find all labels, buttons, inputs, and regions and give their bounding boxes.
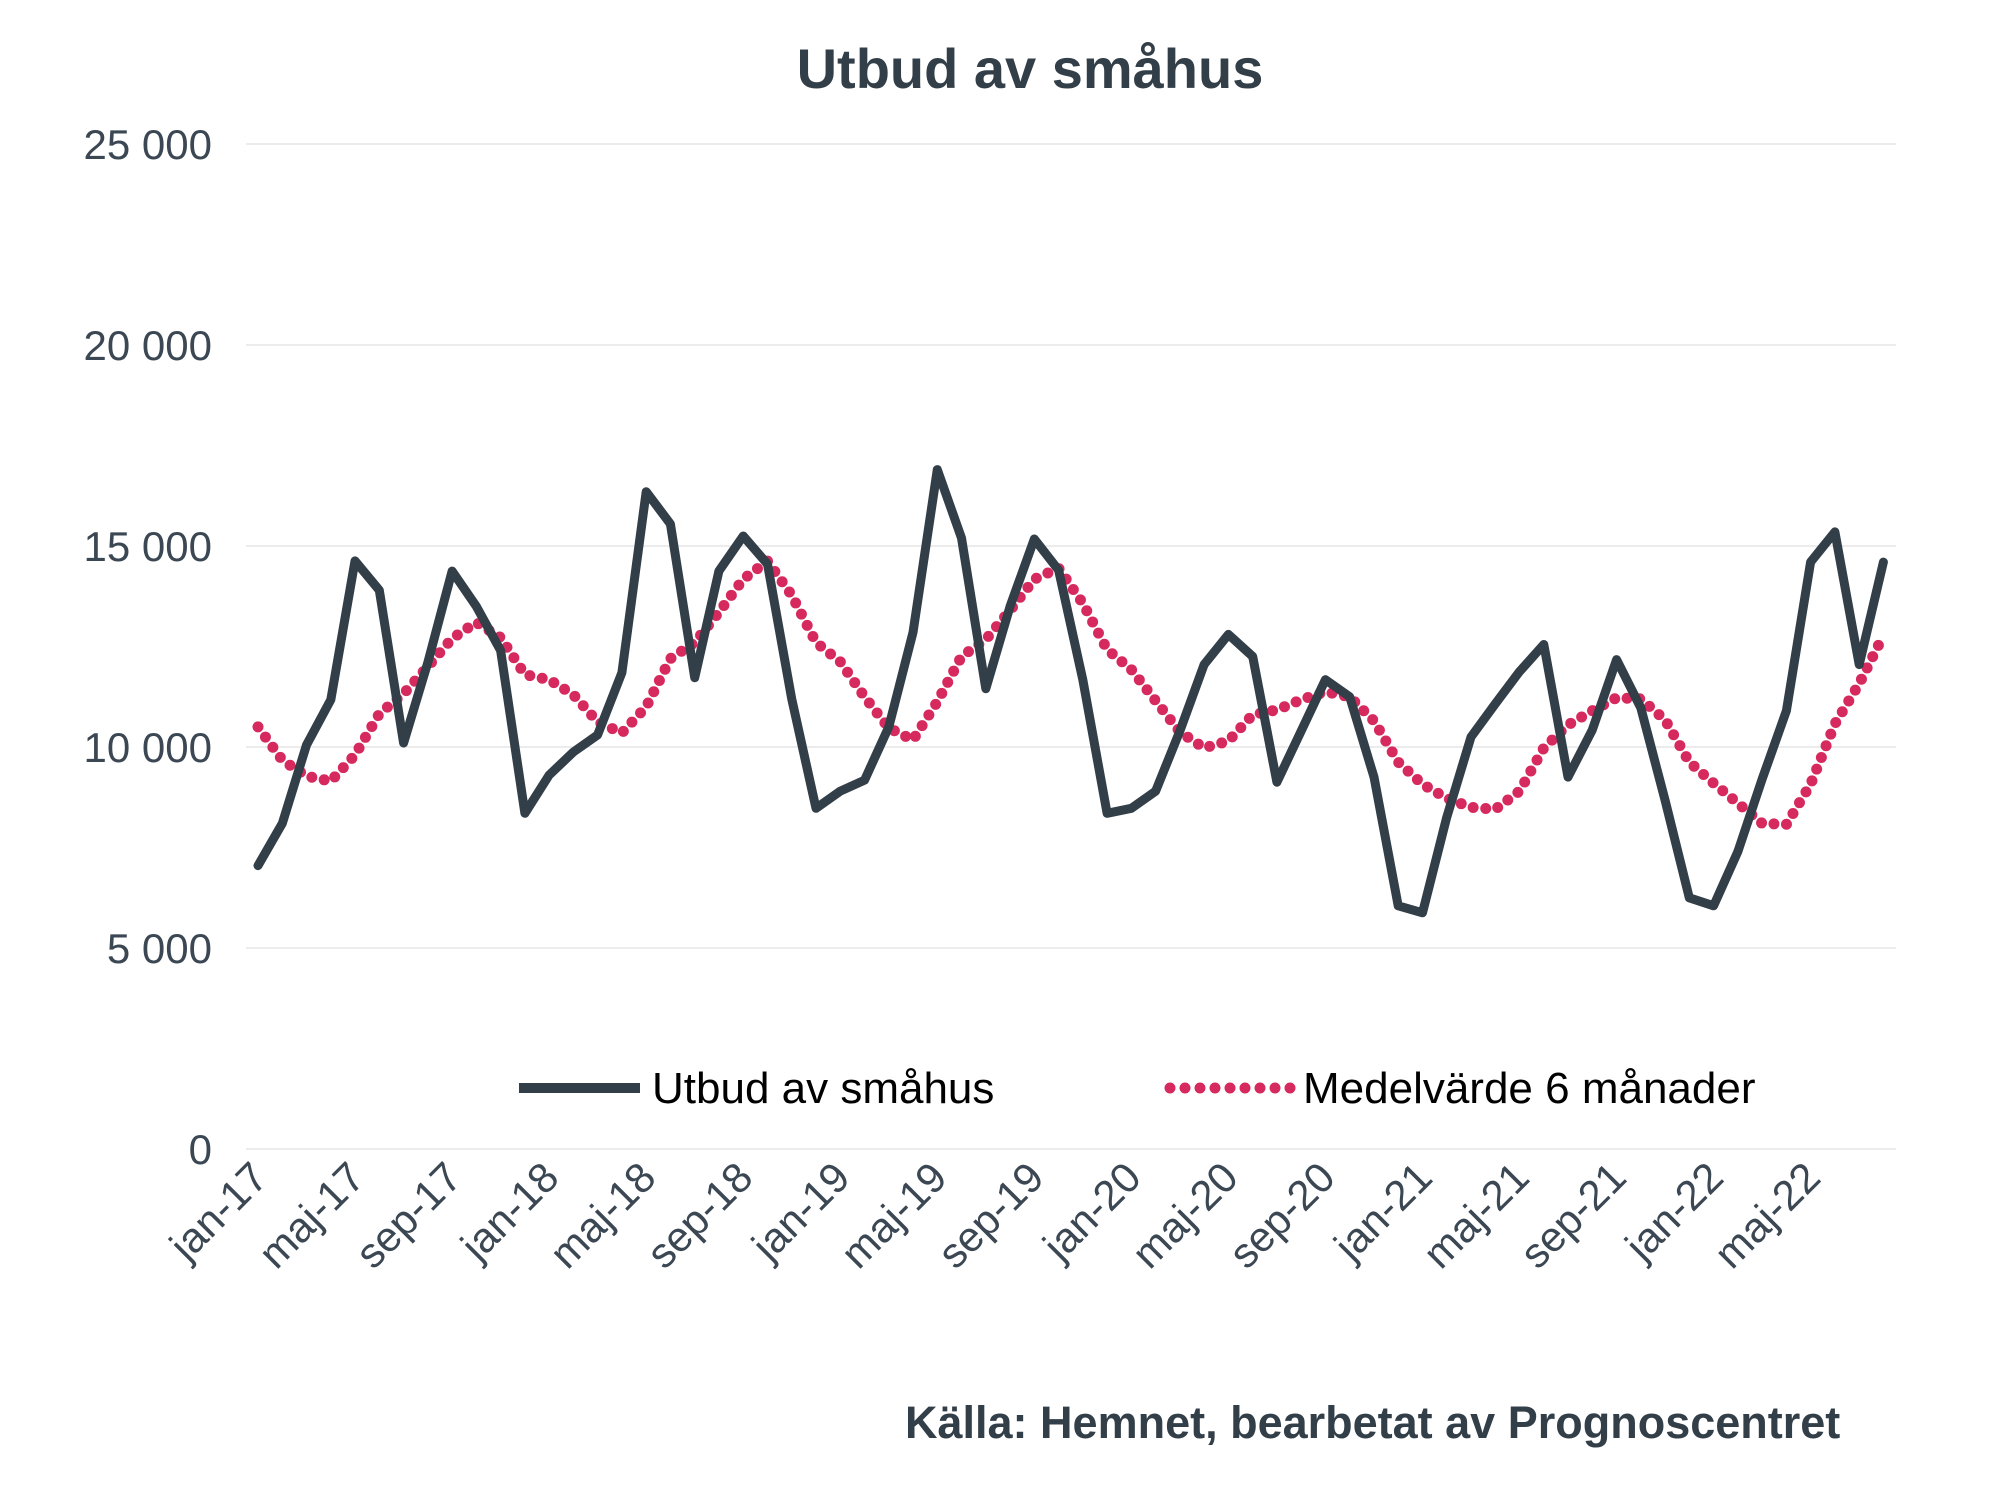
y-tick-label: 10 000 [84,724,212,771]
x-tick-label: maj-21 [1414,1153,1538,1277]
series-medelvarde-dotted-line [252,555,1889,830]
legend-label-utbud: Utbud av småhus [652,1064,994,1113]
x-tick-label: maj-19 [832,1153,956,1277]
legend: Utbud av småhus Medelvärde 6 månader [519,1064,1755,1113]
y-tick-label: 5 000 [107,925,212,972]
x-tick-label: maj-18 [541,1153,665,1277]
gridlines [246,143,1896,1150]
x-tick-label: maj-20 [1123,1153,1247,1277]
legend-label-medelvarde: Medelvärde 6 månader [1303,1064,1755,1113]
series-utbud-solid-line [253,465,1888,918]
x-tick-label: sep-19 [929,1153,1053,1277]
y-tick-label: 20 000 [84,322,212,369]
x-tick-label: sep-17 [346,1153,470,1277]
chart-title: Utbud av småhus [797,37,1264,100]
x-tick-label: maj-17 [249,1153,373,1277]
y-tick-label: 15 000 [84,523,212,570]
x-tick-label: sep-21 [1511,1153,1635,1277]
y-tick-label: 25 000 [84,121,212,168]
x-tick-label: sep-20 [1220,1153,1344,1277]
x-tick-label: sep-18 [638,1153,762,1277]
source-note: Källa: Hemnet, bearbetat av Prognoscentr… [905,1397,1840,1448]
x-tick-label: maj-22 [1705,1153,1829,1277]
y-tick-label: 0 [189,1126,212,1173]
y-axis-labels: 0 5 000 10 000 15 000 20 000 25 000 [84,121,212,1173]
x-axis-labels: jan-17maj-17sep-17jan-18maj-18sep-18jan-… [159,1153,1829,1277]
